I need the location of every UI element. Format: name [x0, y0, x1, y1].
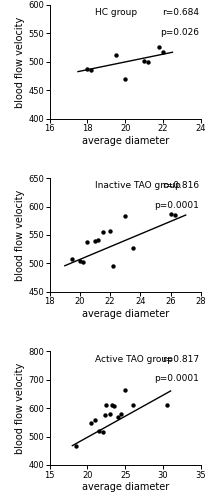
Point: [70, 255, 74, 263]
Point: [168, 210, 171, 218]
Point: [78, 256, 81, 264]
Point: [111, 262, 114, 270]
Point: [108, 410, 111, 418]
Text: r=0.817: r=0.817: [161, 354, 198, 364]
Point: [108, 227, 111, 235]
Point: [131, 244, 134, 252]
Point: [97, 427, 100, 435]
Point: [164, 400, 168, 408]
Text: r=0.816: r=0.816: [161, 182, 198, 190]
Point: [101, 428, 104, 436]
Point: [89, 419, 92, 427]
Point: [123, 386, 126, 394]
Point: [123, 212, 126, 220]
Point: [157, 42, 160, 50]
Point: [114, 51, 117, 59]
Point: [173, 211, 176, 219]
Point: [93, 416, 96, 424]
Y-axis label: blood flow velocity: blood flow velocity: [15, 362, 25, 454]
Text: HC group: HC group: [95, 8, 137, 18]
Text: p=0.0001: p=0.0001: [154, 201, 198, 210]
X-axis label: average diameter: average diameter: [81, 136, 168, 146]
Point: [103, 411, 106, 419]
Text: Active TAO group: Active TAO group: [95, 354, 172, 364]
Point: [131, 401, 134, 409]
Text: r=0.684: r=0.684: [162, 8, 198, 18]
Point: [104, 400, 108, 408]
Point: [81, 258, 84, 266]
Point: [145, 58, 149, 66]
Point: [123, 75, 126, 83]
Point: [93, 236, 96, 244]
Point: [85, 238, 89, 246]
Point: [119, 410, 123, 418]
Y-axis label: blood flow velocity: blood flow velocity: [15, 190, 25, 280]
Y-axis label: blood flow velocity: blood flow velocity: [15, 16, 25, 108]
Point: [85, 66, 89, 74]
Point: [109, 401, 113, 409]
X-axis label: average diameter: average diameter: [81, 310, 168, 320]
Point: [161, 48, 164, 56]
Text: p=0.0001: p=0.0001: [154, 374, 198, 383]
Text: Inactive TAO group: Inactive TAO group: [95, 182, 180, 190]
Point: [101, 228, 104, 236]
Point: [115, 414, 119, 422]
X-axis label: average diameter: average diameter: [81, 482, 168, 492]
Point: [74, 442, 77, 450]
Point: [142, 57, 145, 65]
Point: [96, 236, 99, 244]
Text: p=0.026: p=0.026: [159, 28, 198, 37]
Point: [89, 66, 92, 74]
Point: [112, 402, 115, 410]
